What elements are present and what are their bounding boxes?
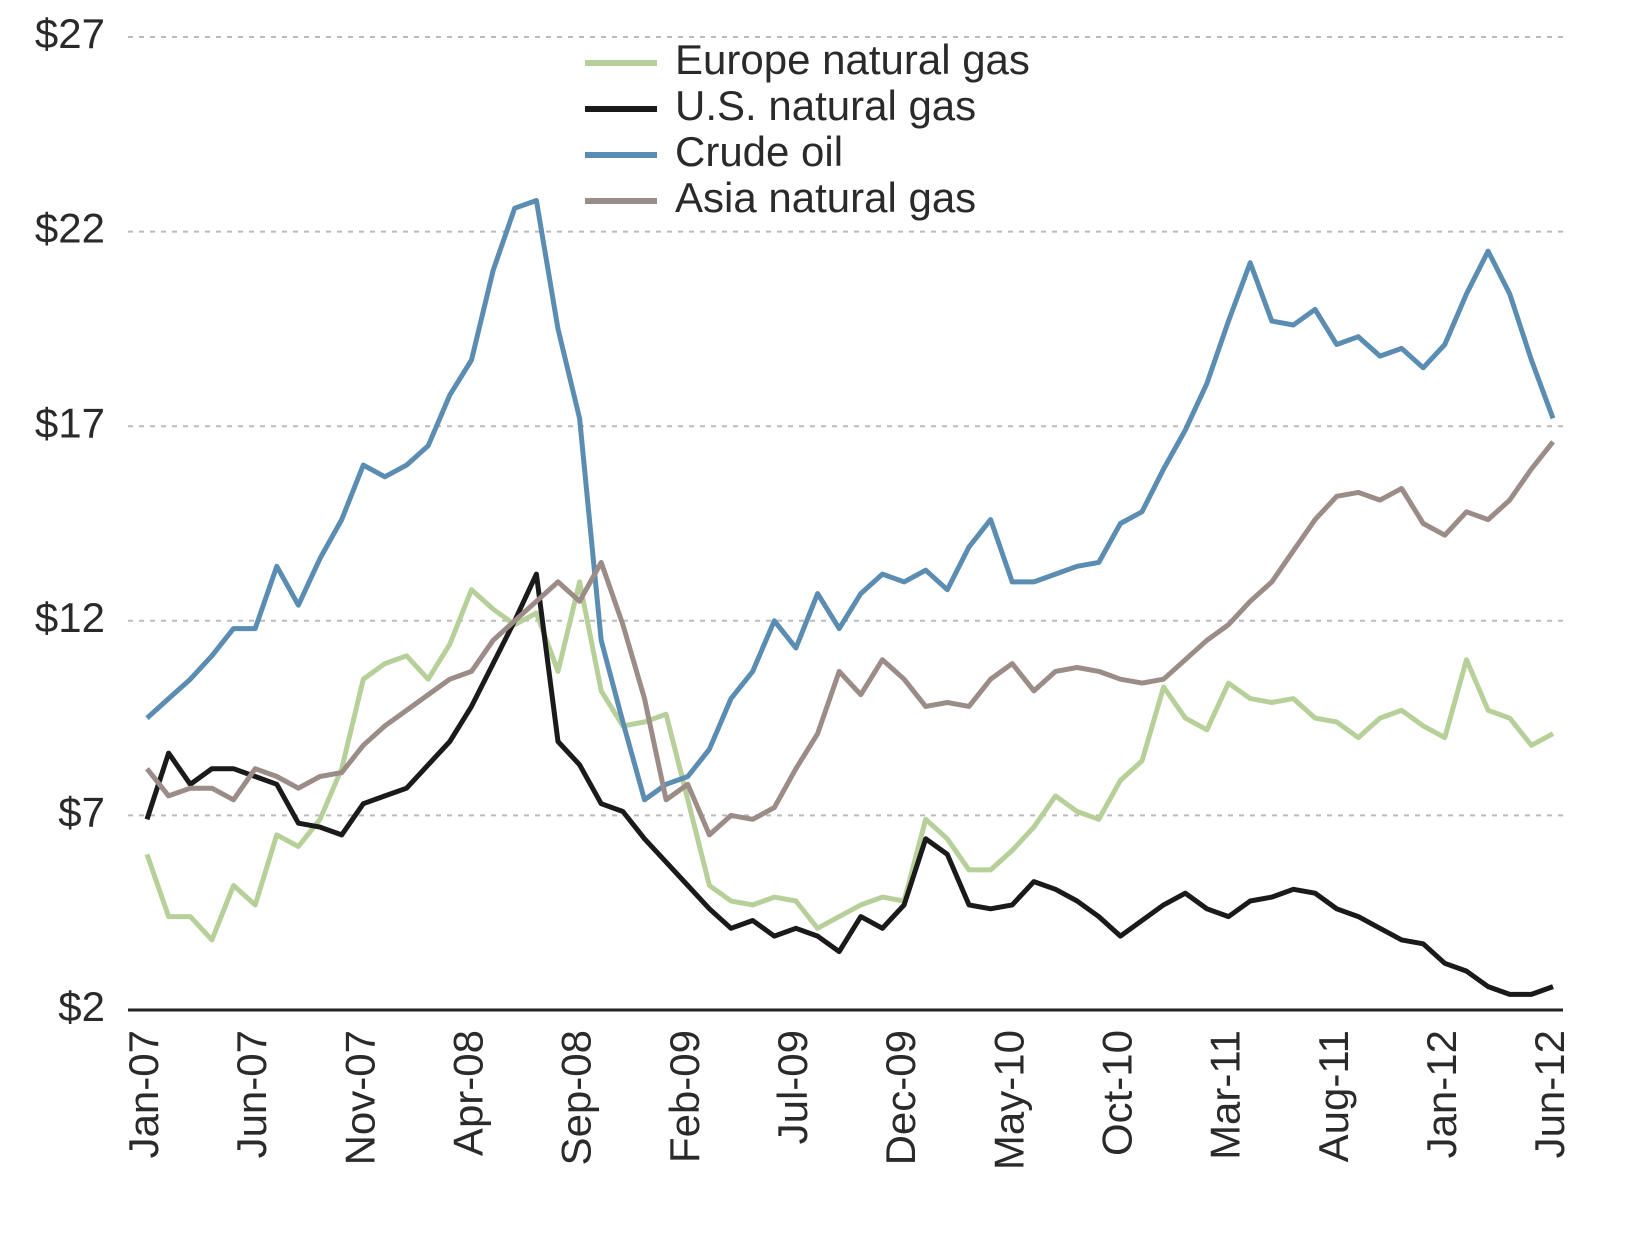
legend-label: Europe natural gas [675, 36, 1030, 83]
y-tick-label: $22 [35, 205, 105, 252]
y-tick-label: $27 [35, 10, 105, 57]
x-tick-label: May-10 [985, 1030, 1032, 1170]
x-tick-label: Jan-12 [1418, 1030, 1465, 1158]
x-tick-label: Aug-11 [1310, 1030, 1357, 1162]
y-tick-label: $2 [58, 983, 105, 1030]
x-tick-label: Sep-08 [553, 1030, 600, 1165]
x-tick-label: Apr-08 [445, 1030, 492, 1156]
x-tick-label: Jun-12 [1526, 1030, 1573, 1158]
series-line [144, 579, 1555, 943]
x-tick-label: Feb-09 [661, 1030, 708, 1163]
x-tick-label: Jul-09 [769, 1030, 816, 1144]
series-line [145, 198, 1556, 803]
x-tick-label: Mar-11 [1202, 1030, 1249, 1160]
legend-label: Asia natural gas [675, 174, 976, 221]
y-tick-label: $12 [35, 594, 105, 641]
x-tick-label: Oct-10 [1093, 1030, 1140, 1156]
legend-label: U.S. natural gas [675, 82, 976, 129]
x-tick-label: Nov-07 [336, 1030, 383, 1165]
x-tick-label: Jun-07 [228, 1030, 275, 1158]
y-tick-label: $17 [35, 399, 105, 446]
series-line [144, 571, 1554, 997]
x-tick-label: Jan-07 [120, 1030, 167, 1158]
legend-label: Crude oil [675, 128, 843, 175]
y-tick-label: $7 [58, 788, 105, 835]
x-tick-label: Dec-09 [877, 1030, 924, 1165]
series-line [145, 440, 1555, 838]
